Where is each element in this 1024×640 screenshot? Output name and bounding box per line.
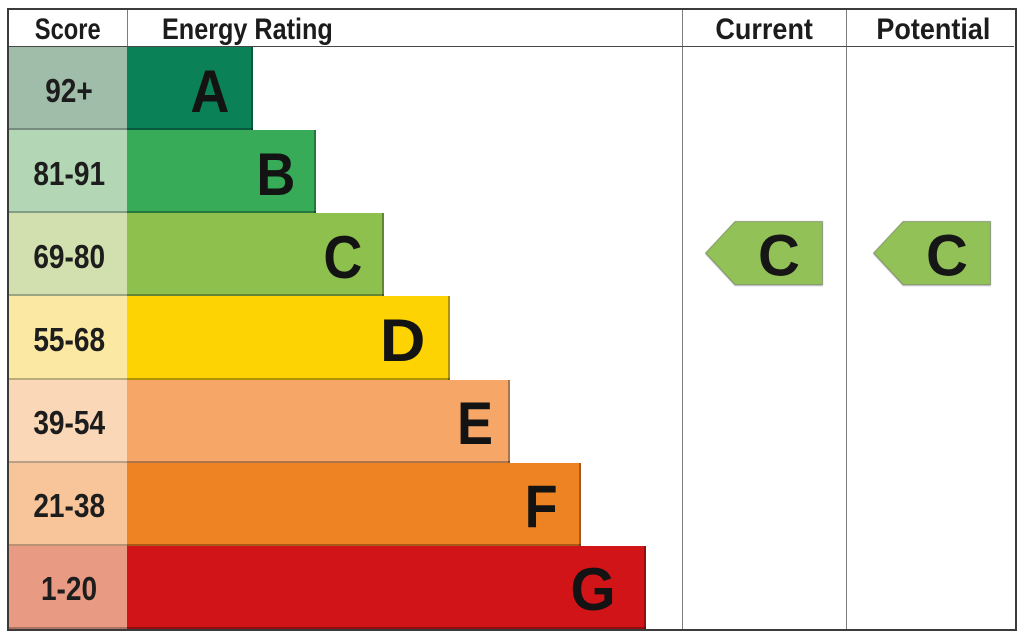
svg-text:C: C [926,224,968,289]
svg-text:C: C [758,224,800,289]
